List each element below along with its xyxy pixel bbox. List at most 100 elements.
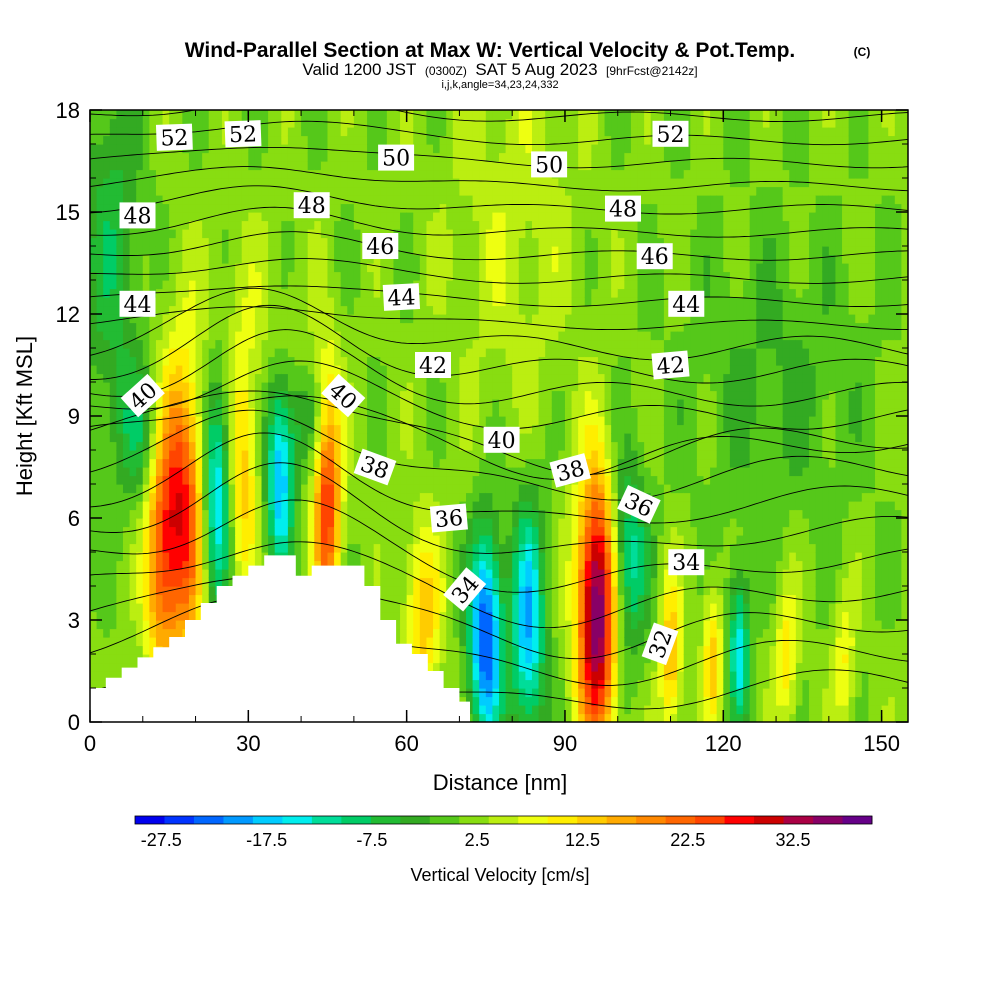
w-cell	[215, 195, 223, 205]
w-cell	[90, 203, 98, 213]
w-cell	[353, 203, 362, 213]
w-cell	[386, 356, 395, 366]
w-cell	[274, 475, 282, 485]
w-cell	[188, 356, 197, 366]
w-cell	[188, 552, 197, 562]
w-cell	[149, 518, 157, 528]
w-cell	[479, 628, 487, 638]
w-cell	[169, 509, 177, 519]
w-cell	[472, 118, 480, 128]
w-cell	[248, 348, 256, 358]
w-cell	[327, 433, 335, 443]
w-cell	[268, 390, 276, 400]
w-cell	[314, 458, 322, 468]
w-cell	[492, 594, 500, 604]
w-cell	[426, 620, 434, 630]
w-cell	[531, 560, 540, 570]
w-cell	[162, 186, 170, 196]
w-cell	[400, 518, 408, 528]
w-cell	[116, 144, 124, 154]
w-cell	[360, 407, 368, 417]
w-cell	[103, 518, 111, 528]
w-cell	[103, 237, 111, 247]
w-cell	[439, 637, 447, 647]
w-cell	[525, 620, 533, 630]
w-cell	[182, 237, 190, 247]
w-cell	[287, 118, 296, 128]
w-cell	[228, 356, 236, 366]
w-cell	[136, 518, 144, 528]
w-cell	[426, 475, 434, 485]
w-cell	[268, 348, 276, 358]
w-cell	[433, 305, 441, 315]
w-cell	[129, 161, 137, 171]
w-cell	[538, 705, 546, 715]
w-cell	[347, 220, 355, 230]
w-cell	[485, 509, 494, 519]
w-cell	[202, 305, 210, 315]
w-cell	[175, 586, 183, 596]
w-cell	[274, 195, 282, 205]
w-cell	[281, 416, 289, 426]
w-cell	[294, 450, 302, 460]
w-cell	[400, 203, 408, 213]
w-cell	[320, 458, 329, 468]
w-cell	[261, 237, 269, 247]
w-cell	[109, 441, 117, 451]
w-cell	[215, 416, 223, 426]
w-cell	[122, 254, 131, 264]
w-cell	[96, 169, 104, 179]
w-cell	[538, 424, 546, 434]
w-cell	[367, 314, 375, 324]
w-cell	[347, 458, 355, 468]
w-cell	[531, 688, 540, 698]
w-cell	[103, 220, 111, 230]
w-cell	[472, 620, 480, 630]
w-cell	[518, 467, 526, 477]
w-cell	[188, 229, 197, 239]
w-cell	[459, 382, 467, 392]
w-cell	[327, 365, 335, 375]
w-cell	[380, 195, 388, 205]
w-cell	[215, 246, 223, 256]
w-cell	[228, 195, 236, 205]
w-cell	[479, 288, 487, 298]
w-cell	[472, 679, 480, 689]
w-cell	[116, 552, 124, 562]
w-cell	[307, 237, 315, 247]
w-cell	[505, 662, 513, 672]
w-cell	[129, 237, 137, 247]
w-cell	[433, 577, 441, 587]
w-cell	[228, 577, 236, 587]
w-cell	[373, 509, 381, 519]
w-cell	[386, 331, 395, 341]
w-cell	[499, 118, 507, 128]
w-cell	[221, 509, 230, 519]
w-cell	[96, 331, 104, 341]
w-cell	[459, 144, 467, 154]
w-cell	[446, 220, 454, 230]
w-cell	[155, 475, 164, 485]
w-cell	[466, 433, 474, 443]
w-cell	[347, 450, 355, 460]
w-cell	[499, 586, 507, 596]
w-cell	[512, 110, 520, 120]
w-cell	[406, 110, 414, 120]
w-cell	[459, 611, 467, 621]
w-cell	[109, 603, 117, 613]
w-cell	[406, 356, 414, 366]
w-cell	[367, 161, 375, 171]
w-cell	[380, 603, 388, 613]
w-cell	[485, 229, 494, 239]
w-cell	[373, 195, 381, 205]
w-cell	[466, 246, 474, 256]
w-cell	[485, 620, 494, 630]
w-cell	[518, 458, 526, 468]
w-cell	[96, 373, 104, 383]
w-cell	[129, 135, 137, 145]
w-cell	[268, 135, 276, 145]
w-cell	[169, 110, 177, 120]
w-cell	[479, 322, 487, 332]
w-cell	[307, 535, 315, 545]
w-cell	[129, 144, 137, 154]
